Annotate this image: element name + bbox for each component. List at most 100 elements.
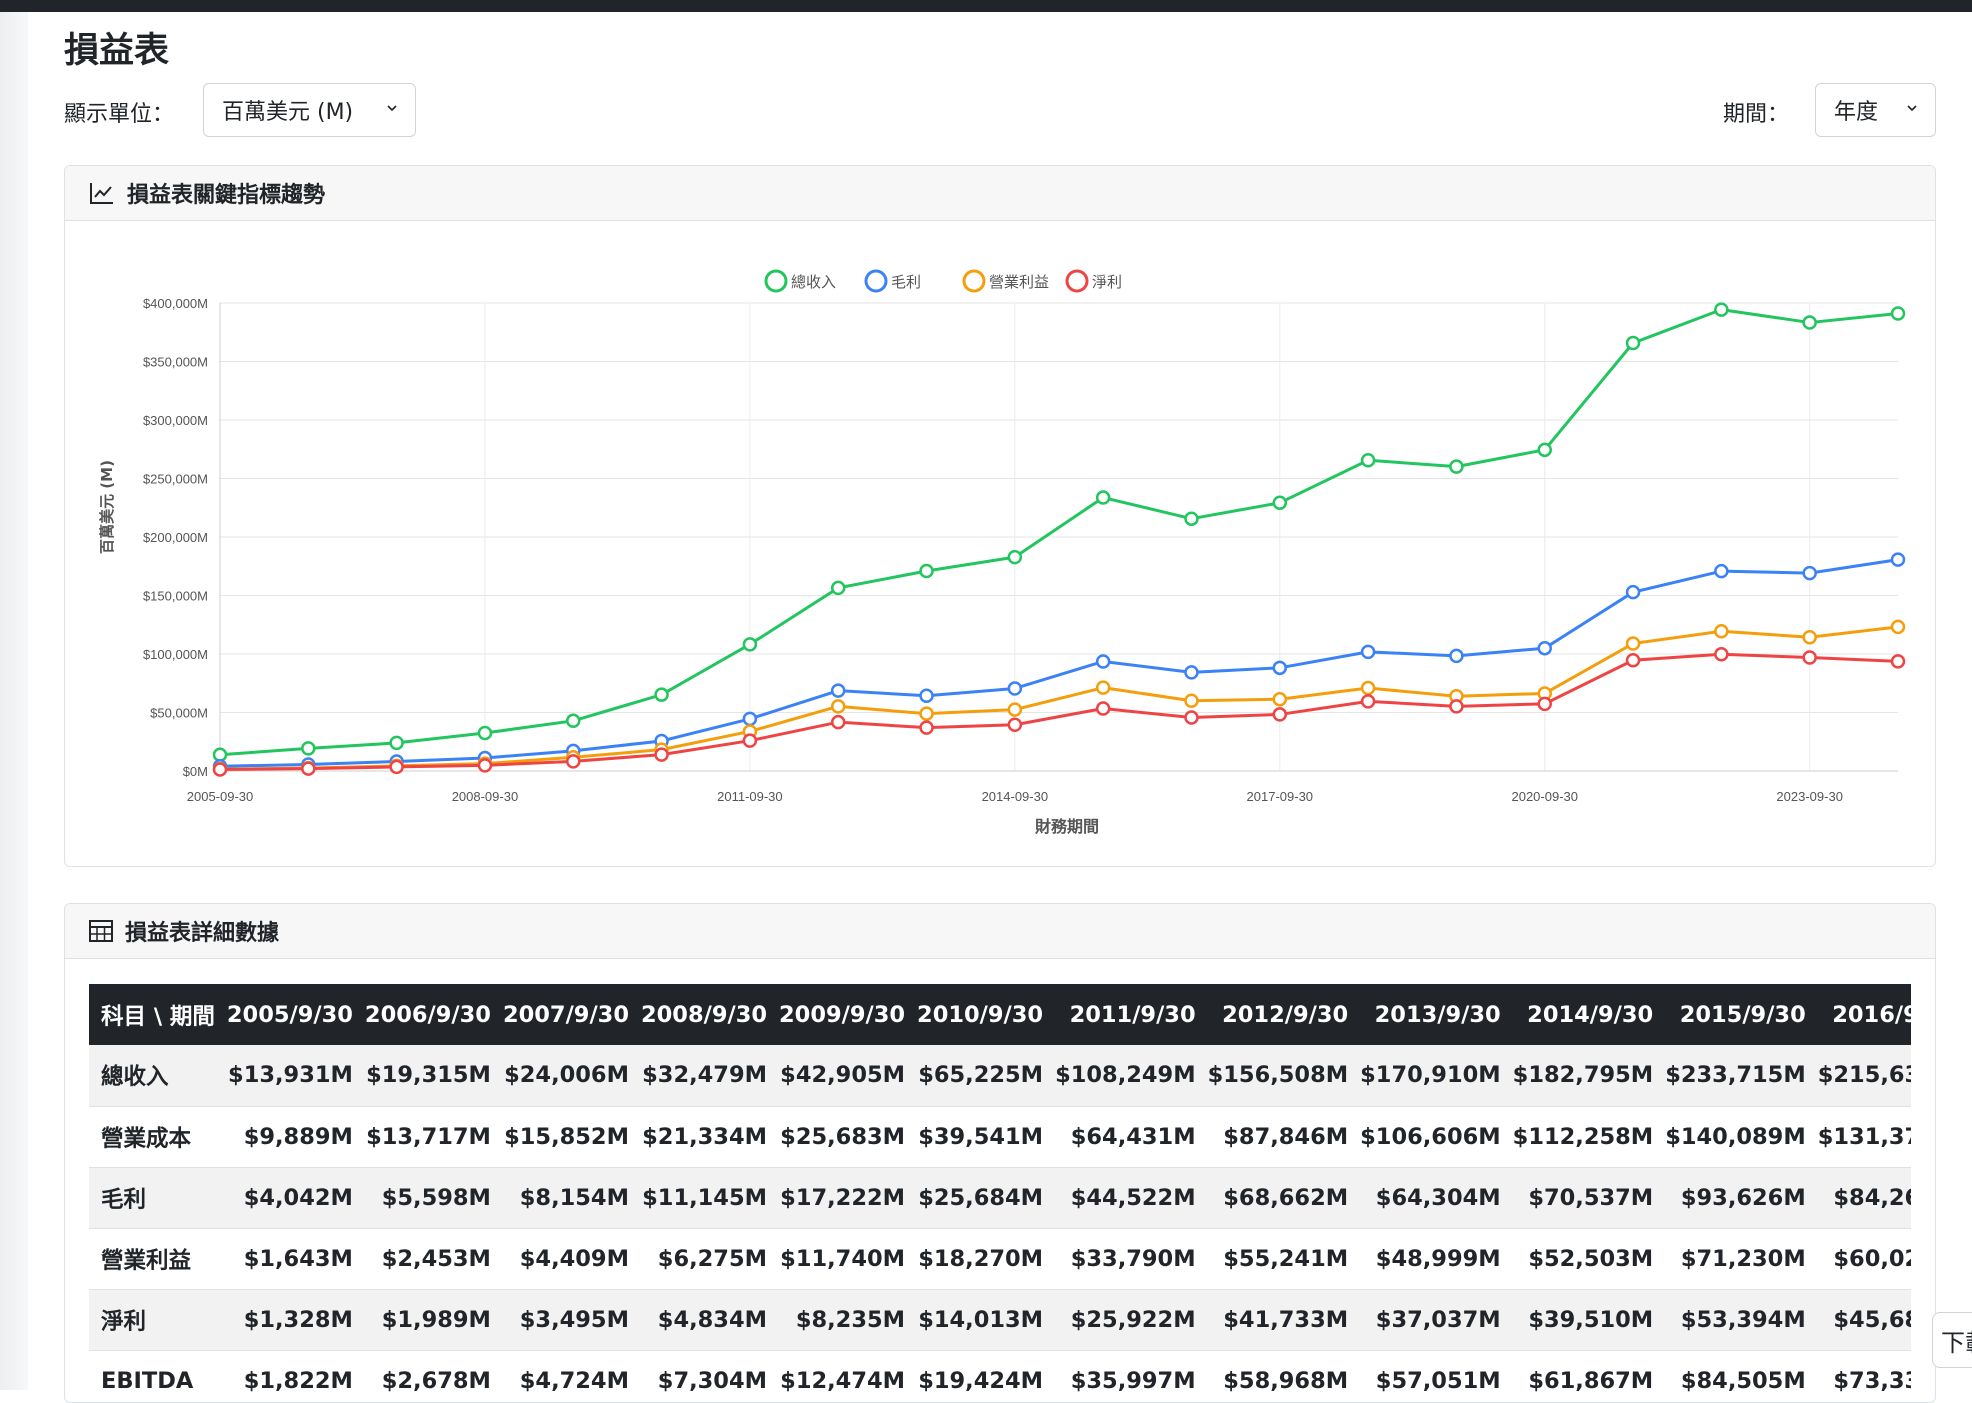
table-cell: $140,089M [1659,1106,1812,1168]
period-select[interactable]: 年度 [1815,83,1936,137]
data-point [1007,549,1023,565]
table-cell: $4,042M [220,1167,359,1229]
data-point [1802,650,1817,665]
table-row: 營業利益 $1,643M $2,453M $4,409M $6,275M $11,740M… [89,1228,1911,1290]
table-column-header: 2009/9/30 [773,984,912,1045]
income-statement-table: 科目 \ 期間 2005/9/30 2006/9/30 2007/9/30 2008/9… [89,984,1911,1402]
data-point [1272,660,1288,676]
table-cell: $5,598M [358,1167,497,1229]
table-scroll-area[interactable]: 科目 \ 期間 2005/9/30 2006/9/30 2007/9/30 2008/9… [89,984,1911,1402]
y-axis-title: 百萬美元 (M) [98,460,116,554]
table-cell: $55,241M [1201,1228,1355,1290]
table-cell: $61,867M [1506,1350,1660,1402]
data-point [742,733,758,748]
table-cell: $2,678M [358,1350,497,1402]
table-cell: $24,006M [496,1045,635,1107]
y-tick-label: $350,000M [143,355,208,370]
table-cell: $2,453M [358,1228,497,1290]
data-point [830,580,846,596]
table-cell: $215,639M [1811,1045,1911,1107]
x-tick-label: 2023-09-30 [1776,789,1843,804]
table-cell: $1,643M [220,1228,359,1290]
data-point [477,725,493,741]
period-select-value: 年度 [1834,100,1879,125]
table-cell: $6,275M [634,1228,774,1290]
data-point [830,714,846,730]
table-cell: $156,508M [1201,1045,1355,1107]
data-point [1007,681,1023,696]
data-point [1095,490,1111,505]
data-point [1537,640,1552,656]
unit-select[interactable]: 百萬美元 (M) [203,83,416,137]
table-row: 營業成本 $9,889M $13,717M $15,852M $21,334M $25,6… [89,1106,1911,1168]
data-point [1007,702,1023,717]
table-cell: $19,424M [911,1350,1050,1402]
data-point [301,741,316,756]
table-cell: $7,304M [634,1350,774,1402]
row-label: 淨利 [89,1289,221,1351]
table-cell: $84,263M [1811,1167,1911,1229]
data-point [301,761,316,776]
table-cell: $1,822M [220,1350,359,1402]
data-point [830,699,846,714]
table-row: 毛利 $4,042M $5,598M $8,154M $11,145M $17,222M $… [89,1167,1911,1229]
data-point [1890,654,1906,669]
x-axis-title: 財務期間 [1035,817,1099,836]
legend-marker [1065,269,1089,293]
download-button[interactable]: 下載 [1932,1312,1972,1368]
table-column-header: 2006/9/30 [358,984,497,1045]
table-column-header: 2015/9/30 [1659,984,1812,1045]
table-column-header: 2013/9/30 [1354,984,1507,1045]
table-cell: $48,999M [1354,1228,1507,1290]
table-column-header: 2011/9/30 [1049,984,1202,1045]
data-point [1184,693,1199,709]
data-point [1007,717,1023,733]
unit-label: 顯示單位： [64,102,175,127]
table-cell: $108,249M [1049,1045,1202,1107]
data-point [1625,335,1641,351]
row-label: 營業利益 [89,1228,221,1290]
series-line [219,308,1899,757]
legend-label: 總收入 [791,273,836,291]
data-point [1095,680,1111,695]
table-cell: $4,834M [634,1289,774,1351]
x-tick-label: 2005-09-30 [187,789,254,804]
data-point [1449,699,1464,714]
table-card-title: 損益表詳細數據 [125,921,280,946]
table-cell: $93,626M [1659,1167,1812,1229]
table-column-header: 2012/9/30 [1201,984,1355,1045]
y-tick-label: $300,000M [143,413,208,428]
data-point [919,706,934,721]
series-line [219,625,1899,771]
table-cell: $45,687M [1811,1289,1911,1351]
table-cell: $44,522M [1049,1167,1202,1229]
data-point [1095,701,1111,716]
table-cell: $11,145M [634,1167,774,1229]
legend-marker [962,269,986,293]
y-tick-label: $100,000M [143,647,208,662]
table-cell: $42,905M [773,1045,912,1107]
data-point [1184,511,1199,526]
data-point [1802,315,1817,330]
table-cell: $9,889M [220,1106,359,1168]
table-corner-header: 科目 \ 期間 [89,984,221,1045]
table-cell: $1,328M [220,1289,359,1351]
table-icon [89,920,113,942]
chevron-down-icon [1907,105,1917,112]
table-cell: $41,733M [1201,1289,1355,1351]
data-point [919,688,934,704]
legend-marker [764,269,788,293]
table-cell: $58,968M [1201,1350,1355,1402]
table-row: 淨利 $1,328M $1,989M $3,495M $4,834M $8,235M $14… [89,1289,1911,1351]
series-line [219,652,1899,771]
table-cell: $170,910M [1354,1045,1507,1107]
data-point [1890,306,1906,321]
chart-card: 損益表關鍵指標趨勢 $0M $50,000M $100,000M $150,000M $… [64,165,1936,867]
data-point [389,735,404,751]
table-cell: $4,724M [496,1350,635,1402]
table-cell: $53,394M [1659,1289,1812,1351]
chevron-down-icon [387,105,397,112]
data-point [1360,680,1376,696]
data-point [566,713,581,729]
table-cell: $65,225M [911,1045,1050,1107]
